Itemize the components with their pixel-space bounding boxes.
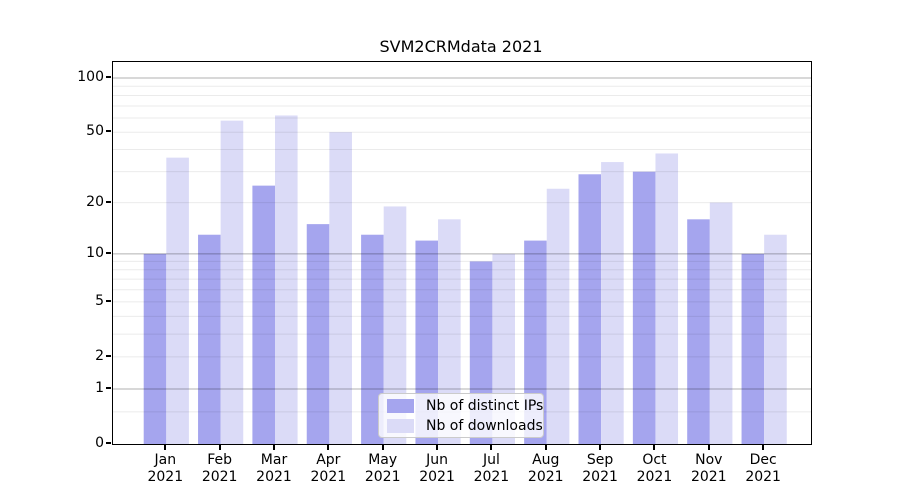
y-tick-label-2: 2: [95, 347, 104, 364]
x-tick-month: Jun: [426, 452, 448, 468]
x-tick-label-dec: Dec 2021: [731, 452, 795, 486]
bar-downloads-mar: [275, 115, 298, 444]
bar-downloads-jan: [166, 157, 189, 444]
y-tick-mark-50: [106, 130, 111, 133]
bar-downloads-may: [383, 206, 407, 444]
chart-title: SVM2CRMdata 2021: [379, 37, 543, 56]
bar-distinct-ips-apr: [306, 224, 330, 444]
legend: Nb of distinct IPs Nb of downloads: [378, 393, 544, 438]
x-tick-year: 2021: [256, 469, 292, 485]
x-tick-mark-nov: [707, 445, 710, 450]
y-tick-mark-100: [106, 76, 111, 79]
x-tick-year: 2021: [419, 469, 455, 485]
x-tick-year: 2021: [636, 469, 673, 485]
x-tick-month: Jul: [482, 452, 500, 468]
bar-distinct-ips-nov: [687, 219, 710, 444]
y-tick-label-100: 100: [77, 69, 104, 86]
x-tick-mark-aug: [544, 445, 547, 450]
x-tick-year: 2021: [364, 469, 401, 485]
x-tick-mark-jun: [436, 445, 439, 450]
x-tick-mark-feb: [218, 445, 221, 450]
bar-downloads-sep: [601, 162, 624, 444]
bar-downloads-oct: [655, 153, 679, 444]
bar-distinct-ips-feb: [198, 234, 221, 444]
x-tick-mark-mar: [273, 445, 275, 450]
x-tick-year: 2021: [527, 469, 564, 485]
x-tick-label-may: May 2021: [351, 452, 415, 486]
x-tick-month: Apr: [316, 452, 341, 468]
x-tick-mark-sep: [599, 445, 602, 450]
x-tick-label-jan: Jan 2021: [133, 452, 197, 486]
plot-area: [112, 61, 812, 445]
x-tick-label-nov: Nov 2021: [677, 452, 741, 486]
x-tick-year: 2021: [201, 469, 238, 485]
x-tick-month: Mar: [260, 452, 288, 468]
y-tick-mark-5: [106, 299, 111, 302]
x-tick-mark-oct: [653, 445, 656, 450]
x-tick-mark-may: [381, 445, 384, 450]
bar-downloads-dec: [764, 234, 787, 444]
x-tick-label-oct: Oct 2021: [622, 452, 686, 486]
x-tick-mark-apr: [327, 445, 330, 450]
legend-row-distinct-ips: Nb of distinct IPs: [387, 398, 543, 414]
legend-swatch-distinct-ips: [387, 398, 414, 413]
x-tick-month: Sep: [586, 452, 614, 468]
x-tick-label-sep: Sep 2021: [568, 452, 632, 486]
x-tick-month: Nov: [695, 452, 723, 468]
x-tick-mark-dec: [762, 445, 765, 450]
legend-label-downloads: Nb of downloads: [426, 417, 543, 434]
y-tick-label-50: 50: [86, 123, 104, 140]
legend-swatch-downloads: [387, 418, 414, 433]
x-tick-year: 2021: [690, 469, 727, 485]
x-tick-year: 2021: [147, 469, 184, 485]
y-tick-mark-1: [106, 387, 111, 390]
bar-distinct-ips-dec: [741, 253, 765, 444]
bar-distinct-ips-may: [361, 234, 384, 444]
bar-distinct-ips-sep: [578, 174, 602, 444]
y-tick-label-0: 0: [95, 435, 104, 451]
y-tick-label-1: 1: [95, 380, 104, 397]
x-tick-year: 2021: [745, 469, 781, 485]
legend-label-distinct-ips: Nb of distinct IPs: [426, 397, 544, 414]
y-tick-mark-0: [106, 442, 111, 444]
x-tick-label-feb: Feb 2021: [188, 452, 252, 486]
y-tick-label-10: 10: [86, 244, 104, 261]
y-tick-mark-20: [106, 200, 111, 203]
x-tick-month: Aug: [532, 452, 560, 468]
bar-downloads-nov: [709, 202, 733, 444]
y-tick-label-20: 20: [86, 193, 104, 210]
x-tick-label-mar: Mar 2021: [242, 452, 306, 486]
x-tick-month: May: [368, 452, 398, 468]
x-tick-month: Feb: [207, 452, 233, 468]
x-tick-year: 2021: [473, 469, 510, 485]
bar-downloads-apr: [329, 132, 352, 444]
bar-downloads-feb: [220, 120, 244, 444]
x-tick-label-jun: Jun 2021: [405, 452, 469, 486]
x-tick-mark-jan: [164, 445, 167, 450]
x-tick-year: 2021: [310, 469, 347, 485]
x-tick-month: Dec: [749, 452, 777, 468]
x-tick-mark-jul: [490, 445, 493, 450]
bar-distinct-ips-oct: [632, 171, 656, 444]
x-tick-label-aug: Aug 2021: [514, 452, 578, 486]
legend-row-downloads: Nb of downloads: [387, 418, 543, 434]
x-tick-month: Oct: [642, 452, 667, 468]
x-tick-label-apr: Apr 2021: [296, 452, 360, 486]
x-tick-year: 2021: [582, 469, 618, 485]
bar-distinct-ips-jan: [143, 253, 167, 444]
x-tick-label-jul: Jul 2021: [459, 452, 523, 486]
y-tick-mark-10: [106, 251, 111, 254]
y-tick-mark-2: [106, 354, 111, 357]
bar-downloads-jun: [438, 219, 461, 444]
bars-canvas: [113, 77, 811, 444]
bar-distinct-ips-mar: [252, 185, 275, 444]
x-tick-month: Jan: [154, 452, 177, 468]
y-tick-label-5: 5: [95, 292, 104, 309]
bar-downloads-aug: [546, 188, 570, 444]
